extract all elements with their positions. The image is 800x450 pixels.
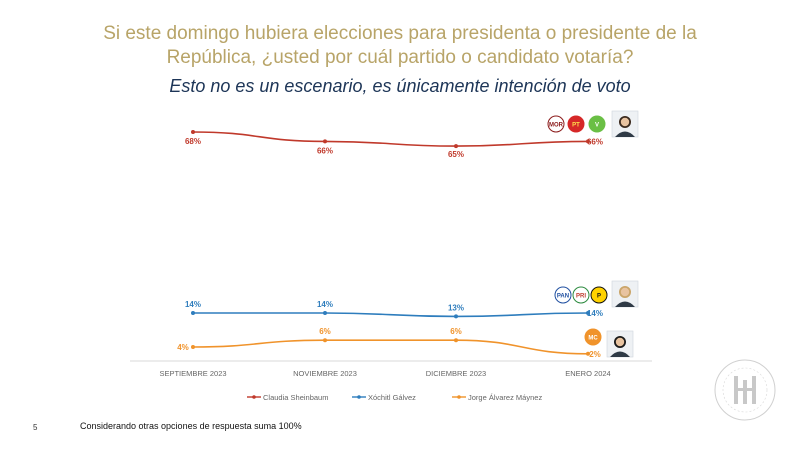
data-point — [323, 311, 327, 315]
pvem-logo-text: V — [595, 123, 599, 129]
x-tick-label: NOVIEMBRE 2023 — [293, 369, 357, 378]
prd-logo — [590, 286, 608, 304]
maynez-avatar-face — [615, 337, 625, 347]
data-label: 66% — [587, 137, 603, 146]
sheinbaum-avatar-body — [615, 131, 635, 137]
prd-logo-text: P — [597, 294, 601, 300]
pt-logo — [567, 115, 585, 133]
data-label: 4% — [177, 343, 189, 352]
pri-logo-text: PRI — [576, 294, 586, 300]
chart-subtitle: Esto no es un escenario, es únicamente i… — [169, 76, 631, 96]
data-point — [454, 338, 458, 343]
legend-label: Jorge Álvarez Máynez — [468, 393, 542, 402]
series-line — [192, 131, 589, 147]
data-label: 66% — [317, 146, 333, 155]
data-label: 14% — [587, 309, 603, 318]
data-point — [323, 338, 327, 343]
data-point — [586, 139, 590, 144]
x-tick-label: DICIEMBRE 2023 — [426, 369, 486, 378]
data-point — [454, 144, 458, 149]
data-point — [191, 345, 195, 349]
data-label: 14% — [317, 300, 333, 309]
legend-marker — [252, 395, 256, 399]
sheinbaum-avatar-face — [620, 117, 630, 127]
pan-logo — [554, 286, 572, 304]
x-tick-label: SEPTIEMBRE 2023 — [159, 369, 226, 378]
legend-marker — [357, 395, 361, 399]
data-label: 68% — [185, 137, 201, 146]
data-point — [454, 314, 458, 319]
morena-logo-text: MOR — [549, 123, 564, 129]
data-label: 65% — [448, 150, 464, 159]
data-point — [323, 139, 327, 144]
data-label: 2% — [589, 350, 601, 359]
mc-logo — [584, 328, 602, 346]
maynez-avatar-body — [610, 351, 630, 357]
pri-logo — [572, 286, 590, 304]
series-line — [193, 312, 589, 318]
data-label: 13% — [448, 303, 464, 312]
legend-label: Claudia Sheinbaum — [263, 393, 328, 402]
series-line — [192, 339, 589, 355]
chart-title: Si este domingo hubiera elecciones para … — [103, 23, 697, 68]
footnote: Considerando otras opciones de respuesta… — [80, 421, 302, 431]
data-label: 6% — [319, 327, 331, 336]
mc-logo-text: MC — [588, 336, 598, 342]
morena-logo — [547, 115, 565, 133]
pan-logo-text: PAN — [557, 294, 569, 300]
x-tick-label: ENERO 2024 — [565, 369, 610, 378]
institution-seal-logo — [714, 359, 776, 421]
pt-logo-text: PT — [572, 123, 580, 129]
data-label: 14% — [185, 300, 201, 309]
data-point — [586, 351, 590, 356]
data-point — [191, 130, 195, 134]
legend-label: Xóchitl Gálvez — [368, 393, 416, 402]
galvez-avatar-face — [620, 287, 630, 297]
galvez-avatar-body — [615, 301, 635, 307]
data-label: 6% — [450, 327, 462, 336]
data-point — [191, 311, 195, 315]
data-point — [586, 311, 590, 315]
legend-marker — [457, 395, 461, 399]
page-number: 5 — [33, 423, 38, 432]
pvem-logo — [588, 115, 606, 133]
